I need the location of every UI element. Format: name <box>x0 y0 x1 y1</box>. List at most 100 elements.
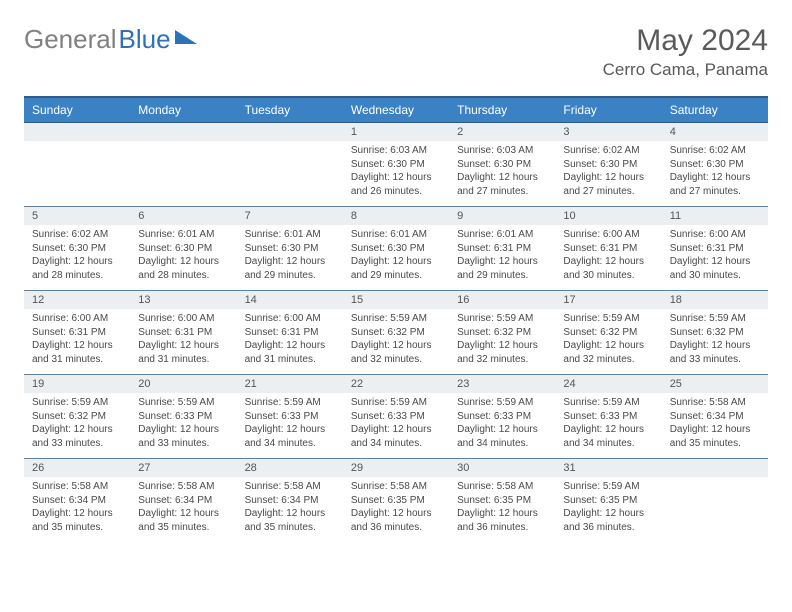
day-content: Sunrise: 6:02 AMSunset: 6:30 PMDaylight:… <box>662 141 768 202</box>
sunset-line: Sunset: 6:34 PM <box>32 494 122 508</box>
day-number: 29 <box>343 459 449 477</box>
sunrise-line: Sunrise: 6:01 AM <box>457 228 547 242</box>
sunrise-line: Sunrise: 6:01 AM <box>138 228 228 242</box>
sunset-line: Sunset: 6:34 PM <box>138 494 228 508</box>
sunset-line: Sunset: 6:35 PM <box>351 494 441 508</box>
sunrise-line: Sunrise: 5:59 AM <box>563 396 653 410</box>
calendar-day-cell: 21Sunrise: 5:59 AMSunset: 6:33 PMDayligh… <box>237 375 343 459</box>
daylight-line: Daylight: 12 hours and 31 minutes. <box>138 339 228 366</box>
day-content-empty <box>24 141 130 197</box>
day-number: 22 <box>343 375 449 393</box>
sunrise-line: Sunrise: 6:02 AM <box>670 144 760 158</box>
daylight-line: Daylight: 12 hours and 27 minutes. <box>563 171 653 198</box>
day-content: Sunrise: 5:59 AMSunset: 6:35 PMDaylight:… <box>555 477 661 538</box>
daylight-line: Daylight: 12 hours and 35 minutes. <box>245 507 335 534</box>
day-content: Sunrise: 5:59 AMSunset: 6:32 PMDaylight:… <box>555 309 661 370</box>
day-content: Sunrise: 6:00 AMSunset: 6:31 PMDaylight:… <box>237 309 343 370</box>
calendar-day-cell: 3Sunrise: 6:02 AMSunset: 6:30 PMDaylight… <box>555 123 661 207</box>
sunrise-line: Sunrise: 5:59 AM <box>563 480 653 494</box>
day-content: Sunrise: 6:03 AMSunset: 6:30 PMDaylight:… <box>343 141 449 202</box>
day-number: 18 <box>662 291 768 309</box>
day-number: 12 <box>24 291 130 309</box>
daylight-line: Daylight: 12 hours and 35 minutes. <box>32 507 122 534</box>
day-content: Sunrise: 6:01 AMSunset: 6:30 PMDaylight:… <box>343 225 449 286</box>
daylight-line: Daylight: 12 hours and 27 minutes. <box>457 171 547 198</box>
day-number: 13 <box>130 291 236 309</box>
daylight-line: Daylight: 12 hours and 28 minutes. <box>32 255 122 282</box>
calendar-day-cell: 23Sunrise: 5:59 AMSunset: 6:33 PMDayligh… <box>449 375 555 459</box>
location: Cerro Cama, Panama <box>603 60 768 80</box>
calendar-day-cell: 16Sunrise: 5:59 AMSunset: 6:32 PMDayligh… <box>449 291 555 375</box>
sunrise-line: Sunrise: 5:58 AM <box>138 480 228 494</box>
daylight-line: Daylight: 12 hours and 27 minutes. <box>670 171 760 198</box>
day-number: 4 <box>662 123 768 141</box>
day-number: 8 <box>343 207 449 225</box>
sunrise-line: Sunrise: 5:58 AM <box>670 396 760 410</box>
day-number: 26 <box>24 459 130 477</box>
sunrise-line: Sunrise: 5:58 AM <box>32 480 122 494</box>
day-content: Sunrise: 6:02 AMSunset: 6:30 PMDaylight:… <box>24 225 130 286</box>
day-number: 14 <box>237 291 343 309</box>
sunset-line: Sunset: 6:30 PM <box>351 242 441 256</box>
day-content: Sunrise: 6:02 AMSunset: 6:30 PMDaylight:… <box>555 141 661 202</box>
sunset-line: Sunset: 6:35 PM <box>563 494 653 508</box>
sunset-line: Sunset: 6:31 PM <box>138 326 228 340</box>
daylight-line: Daylight: 12 hours and 31 minutes. <box>245 339 335 366</box>
calendar-day-cell: 24Sunrise: 5:59 AMSunset: 6:33 PMDayligh… <box>555 375 661 459</box>
logo-text-gray: General <box>24 24 117 55</box>
weekday-header: Thursday <box>449 97 555 123</box>
calendar-day-cell: 9 Sunrise: 6:01 AMSunset: 6:31 PMDaylight… <box>449 207 555 291</box>
sunrise-line: Sunrise: 5:58 AM <box>351 480 441 494</box>
header: General Blue May 2024 Cerro Cama, Panama <box>24 24 768 80</box>
sunset-line: Sunset: 6:31 PM <box>563 242 653 256</box>
sunset-line: Sunset: 6:30 PM <box>457 158 547 172</box>
daylight-line: Daylight: 12 hours and 29 minutes. <box>457 255 547 282</box>
sunrise-line: Sunrise: 6:03 AM <box>351 144 441 158</box>
day-number-empty <box>130 123 236 141</box>
sunset-line: Sunset: 6:33 PM <box>457 410 547 424</box>
daylight-line: Daylight: 12 hours and 33 minutes. <box>670 339 760 366</box>
day-content: Sunrise: 6:01 AMSunset: 6:30 PMDaylight:… <box>130 225 236 286</box>
day-content: Sunrise: 5:58 AMSunset: 6:34 PMDaylight:… <box>662 393 768 454</box>
sunset-line: Sunset: 6:34 PM <box>245 494 335 508</box>
sunrise-line: Sunrise: 6:00 AM <box>32 312 122 326</box>
day-number: 11 <box>662 207 768 225</box>
day-content: Sunrise: 5:58 AMSunset: 6:35 PMDaylight:… <box>343 477 449 538</box>
weekday-header: Sunday <box>24 97 130 123</box>
calendar-day-cell <box>662 459 768 543</box>
sunrise-line: Sunrise: 5:59 AM <box>457 312 547 326</box>
calendar-body: 1Sunrise: 6:03 AMSunset: 6:30 PMDaylight… <box>24 123 768 543</box>
sunrise-line: Sunrise: 5:58 AM <box>457 480 547 494</box>
daylight-line: Daylight: 12 hours and 28 minutes. <box>138 255 228 282</box>
sunset-line: Sunset: 6:33 PM <box>351 410 441 424</box>
calendar-week-row: 1Sunrise: 6:03 AMSunset: 6:30 PMDaylight… <box>24 123 768 207</box>
day-content: Sunrise: 5:59 AMSunset: 6:33 PMDaylight:… <box>555 393 661 454</box>
daylight-line: Daylight: 12 hours and 30 minutes. <box>563 255 653 282</box>
day-number: 19 <box>24 375 130 393</box>
calendar-day-cell: 28Sunrise: 5:58 AMSunset: 6:34 PMDayligh… <box>237 459 343 543</box>
calendar-week-row: 12Sunrise: 6:00 AMSunset: 6:31 PMDayligh… <box>24 291 768 375</box>
daylight-line: Daylight: 12 hours and 32 minutes. <box>351 339 441 366</box>
weekday-header: Wednesday <box>343 97 449 123</box>
day-content-empty <box>237 141 343 197</box>
daylight-line: Daylight: 12 hours and 35 minutes. <box>670 423 760 450</box>
calendar-day-cell: 26 Sunrise: 5:58 AMSunset: 6:34 PMDayligh… <box>24 459 130 543</box>
day-content: Sunrise: 6:00 AMSunset: 6:31 PMDaylight:… <box>555 225 661 286</box>
sunset-line: Sunset: 6:31 PM <box>457 242 547 256</box>
sunrise-line: Sunrise: 5:59 AM <box>245 396 335 410</box>
day-content: Sunrise: 5:59 AMSunset: 6:32 PMDaylight:… <box>24 393 130 454</box>
calendar-table: SundayMondayTuesdayWednesdayThursdayFrid… <box>24 96 768 543</box>
daylight-line: Daylight: 12 hours and 36 minutes. <box>563 507 653 534</box>
day-number: 1 <box>343 123 449 141</box>
calendar-day-cell: 11Sunrise: 6:00 AMSunset: 6:31 PMDayligh… <box>662 207 768 291</box>
day-number: 9 <box>449 207 555 225</box>
day-number: 6 <box>130 207 236 225</box>
sunrise-line: Sunrise: 6:01 AM <box>245 228 335 242</box>
day-number: 16 <box>449 291 555 309</box>
sunset-line: Sunset: 6:30 PM <box>670 158 760 172</box>
sunrise-line: Sunrise: 5:59 AM <box>457 396 547 410</box>
daylight-line: Daylight: 12 hours and 33 minutes. <box>32 423 122 450</box>
day-content: Sunrise: 5:59 AMSunset: 6:32 PMDaylight:… <box>662 309 768 370</box>
daylight-line: Daylight: 12 hours and 29 minutes. <box>351 255 441 282</box>
day-number: 23 <box>449 375 555 393</box>
